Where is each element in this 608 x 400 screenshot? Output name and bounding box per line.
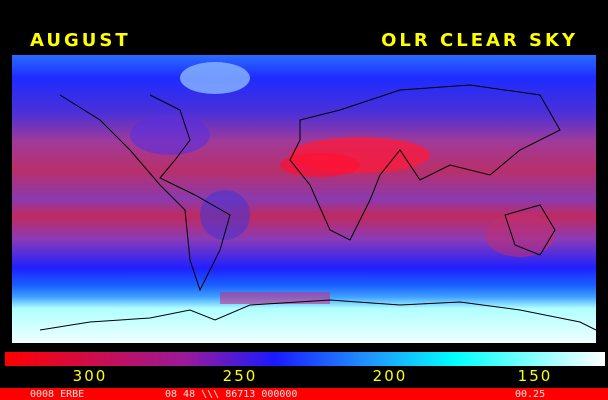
footer-right: 00.25	[515, 389, 545, 400]
color-scale	[5, 352, 605, 366]
title: OLR CLEAR SKY	[381, 30, 578, 51]
footer-left: 0008 ERBE	[30, 389, 84, 400]
scale-tick: 300	[73, 367, 108, 385]
scale-tick: 200	[373, 367, 408, 385]
scale-tick: 250	[223, 367, 258, 385]
footer-middle: 08 48 \\\ 86713 000000	[165, 389, 297, 400]
scale-tick: 150	[518, 367, 553, 385]
footer-bar	[0, 388, 608, 400]
month-label: AUGUST	[30, 30, 131, 51]
map	[12, 55, 597, 343]
